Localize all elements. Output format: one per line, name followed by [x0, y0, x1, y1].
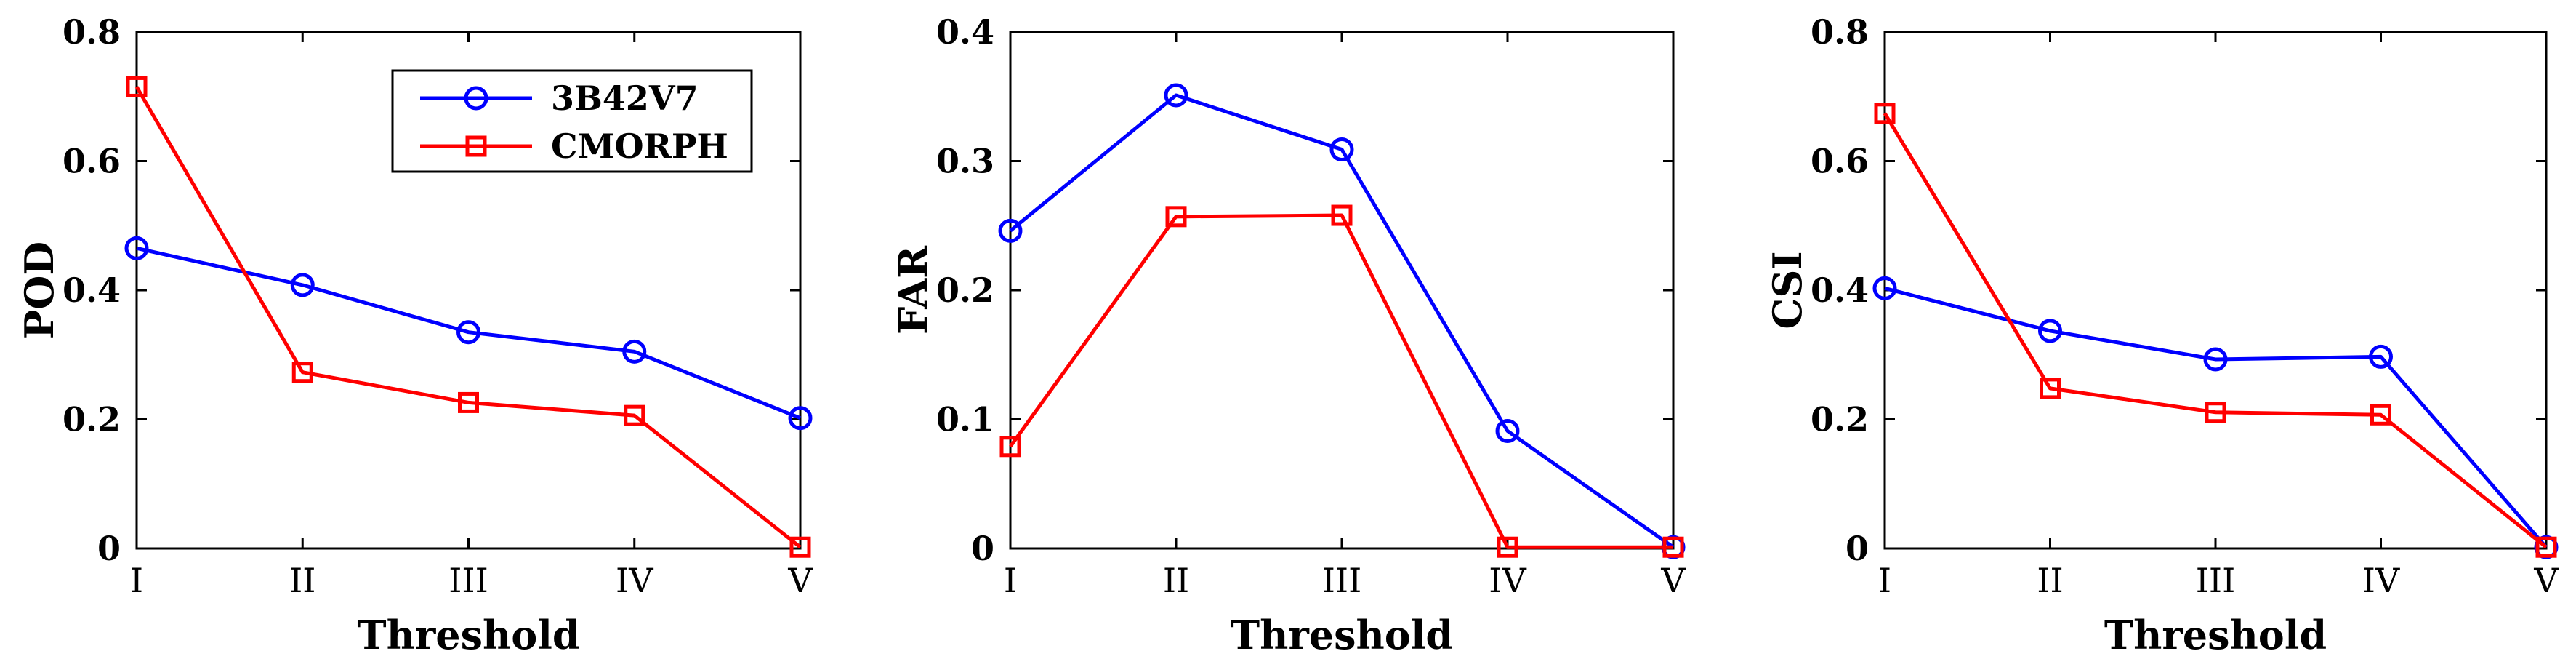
y-tick-label: 0	[971, 529, 994, 568]
y-axis-label: CSI	[1764, 251, 1811, 329]
x-tick-label: V	[1660, 561, 1686, 600]
data-point-square	[1662, 536, 1684, 558]
series-3b42v7	[124, 236, 813, 431]
series-cmorph	[999, 204, 1684, 558]
data-point-circle	[1329, 137, 1354, 162]
x-tick-label: I	[130, 561, 143, 600]
data-point-circle	[290, 273, 315, 297]
data-point-circle	[1495, 418, 1520, 443]
data-point-circle	[622, 339, 647, 364]
series-cmorph	[1874, 103, 2557, 558]
data-point-square	[2370, 404, 2391, 426]
y-tick-label: 0.6	[1811, 142, 1869, 181]
y-tick-label: 0.8	[63, 12, 121, 52]
data-point-circle	[1872, 276, 1897, 300]
data-point-square	[2205, 402, 2226, 423]
data-point-circle	[788, 406, 813, 431]
data-point-circle	[998, 218, 1023, 243]
chart-panel-pod: 00.20.40.60.8I II III IV VThresholdPOD3B42V7…	[16, 12, 813, 658]
data-point-square	[2535, 536, 2557, 558]
data-point-square	[624, 404, 645, 426]
y-tick-label: 0.4	[936, 12, 994, 52]
x-axis-label: Threshold	[1231, 612, 1453, 658]
x-tick-label: III	[2196, 561, 2236, 600]
data-point-square	[126, 76, 148, 97]
y-tick-label: 0.4	[63, 271, 121, 310]
data-point-circle	[2038, 319, 2062, 343]
series-line	[1883, 112, 2548, 549]
data-point-circle	[2203, 347, 2228, 372]
data-point-circle	[456, 320, 480, 345]
x-tick-label: III	[448, 561, 488, 600]
y-tick-label: 0.1	[936, 400, 994, 439]
legend-marker-square	[465, 135, 487, 157]
data-point-square	[291, 362, 313, 383]
series-line	[136, 246, 801, 420]
legend-box	[391, 69, 753, 173]
x-tick-label: III	[1322, 561, 1362, 600]
axes-box	[1883, 31, 2548, 550]
legend: 3B42V7 CMORPH	[391, 69, 753, 173]
x-axis-label: Threshold	[357, 612, 579, 658]
series-line	[1009, 93, 1675, 549]
axes-box	[1009, 31, 1675, 550]
x-tick-label: V	[2533, 561, 2559, 600]
series-line	[1884, 286, 2548, 548]
x-tick-label: I	[1878, 561, 1891, 600]
x-axis-label: Threshold	[2104, 612, 2327, 658]
x-tick-label: II	[1163, 561, 1189, 600]
y-axis-label: POD	[16, 241, 63, 339]
y-tick-label: 0.4	[1811, 271, 1869, 310]
data-point-circle	[2369, 344, 2393, 369]
data-point-circle	[1164, 83, 1188, 108]
legend-label: 3B42V7	[551, 79, 699, 118]
data-point-square	[789, 536, 811, 558]
series-line	[1008, 213, 1673, 549]
x-tick-label: IV	[2362, 561, 2400, 600]
x-tick-label: II	[289, 561, 315, 600]
data-point-square	[999, 436, 1021, 458]
series-cmorph	[126, 76, 811, 558]
legend-label: CMORPH	[551, 127, 728, 166]
data-point-square	[1165, 206, 1187, 228]
y-tick-label: 0	[1846, 529, 1869, 568]
data-point-circle	[124, 236, 149, 260]
series-line	[134, 86, 802, 549]
x-tick-label: II	[2037, 561, 2063, 600]
y-tick-label: 0.2	[936, 271, 994, 310]
x-tick-label: IV	[1489, 561, 1526, 600]
y-tick-label: 0.8	[1811, 12, 1869, 52]
x-tick-label: V	[787, 561, 813, 600]
data-point-square	[2040, 378, 2061, 399]
data-point-square	[458, 391, 479, 413]
y-tick-label: 0.3	[936, 142, 994, 181]
data-point-square	[1874, 103, 1896, 124]
series-3b42v7	[1872, 276, 2559, 559]
y-tick-label: 0.2	[63, 400, 121, 439]
y-tick-label: 0	[97, 529, 121, 568]
x-tick-label: IV	[616, 561, 653, 600]
legend-marker-circle	[464, 86, 488, 111]
data-point-square	[1331, 204, 1353, 226]
x-tick-label: I	[1004, 561, 1017, 600]
y-axis-label: FAR	[890, 245, 936, 335]
y-tick-label: 0.2	[1811, 400, 1869, 439]
data-point-square	[1497, 536, 1518, 558]
y-tick-label: 0.6	[63, 142, 121, 181]
